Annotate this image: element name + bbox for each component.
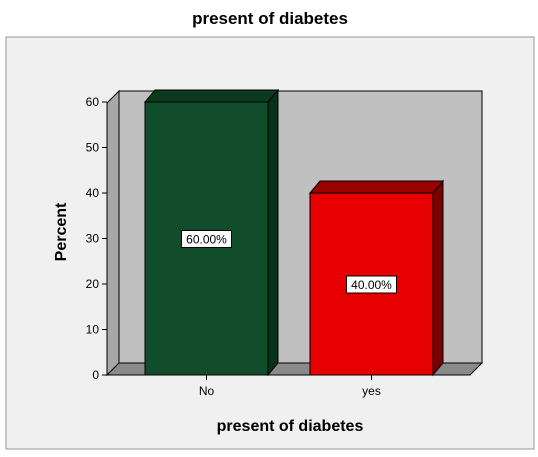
y-tick-label: 10 [86,323,100,337]
y-tick-label: 20 [86,277,100,291]
x-axis-title: present of diabetes [217,418,364,435]
bar-side-face [267,88,279,377]
y-tick-label: 30 [86,232,100,246]
bar-top-face [308,180,445,194]
chart-title: present of diabetes [192,9,348,28]
data-label: 60.00% [181,230,232,248]
data-label-box [346,275,397,294]
y-axis-ticks: 0 10 20 30 40 50 60 [86,95,107,382]
data-label-text: 60.00% [186,233,227,247]
y-tick-label: 0 [92,368,99,382]
bar-yes: 40.00% [308,179,445,377]
y-tick-label: 40 [86,186,100,200]
x-tick-label: No [199,384,215,398]
data-label-box [181,230,232,248]
bar-side-face [432,179,444,377]
bars: 60.00% 40.00% [143,88,445,377]
y-tick-label: 50 [86,141,100,155]
y-axis-title: Percent [53,202,70,261]
data-label: 40.00% [346,275,397,294]
plot-left-wall [106,89,120,377]
y-tick-label: 60 [86,95,100,109]
bar-top-face [143,89,280,103]
x-axis-ticks: No yes [199,375,381,398]
x-tick-label: yes [362,384,381,398]
bar-no: 60.00% [143,88,280,377]
data-label-text: 40.00% [351,278,392,292]
